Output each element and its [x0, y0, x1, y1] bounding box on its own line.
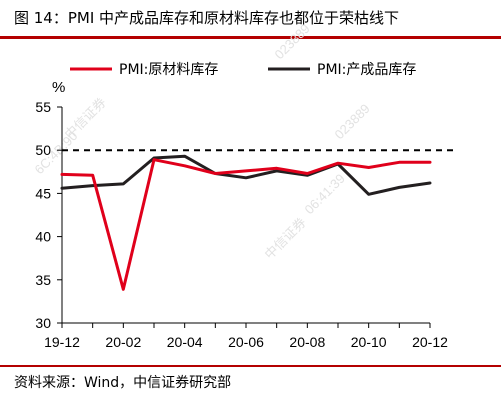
- legend-label: PMI:原材料库存: [119, 62, 218, 78]
- y-tick-label: 55: [35, 99, 51, 115]
- legend-label: PMI:产成品库存: [317, 62, 416, 78]
- y-tick-label: 50: [35, 142, 51, 158]
- title-divider: [0, 36, 501, 39]
- source-note: 资料来源：Wind，中信证券研究部: [14, 375, 232, 391]
- plot-area: [60, 154, 432, 291]
- series-line: [60, 158, 432, 291]
- y-tick-label: 35: [35, 272, 51, 288]
- x-tick-label: 20-02: [105, 334, 141, 350]
- watermark-text: 06:41:39: [302, 171, 348, 217]
- x-axis: 19-12 20-02 20-04 20-06 20-08 20-10 20-12: [44, 322, 448, 350]
- y-tick-label: 40: [35, 229, 51, 245]
- x-tick-label: 20-06: [228, 334, 264, 350]
- watermark-text: 023889: [272, 21, 313, 62]
- x-tick-label: 19-12: [44, 334, 80, 350]
- watermark-text: 023889: [332, 101, 373, 142]
- y-tick-label: 45: [35, 185, 51, 201]
- x-tick-label: 20-10: [351, 334, 387, 350]
- x-tick-label: 20-12: [412, 334, 448, 350]
- legend: PMI:原材料库存 PMI:产成品库存: [70, 62, 416, 78]
- series-line: [60, 154, 432, 196]
- y-axis-unit-label: %: [52, 79, 65, 96]
- x-tick-label: 20-08: [289, 334, 325, 350]
- y-axis: 30 35 40 45 50 55: [35, 99, 63, 331]
- watermark-text: 中信证券: [262, 215, 309, 262]
- x-tick-label: 20-04: [167, 334, 203, 350]
- page-title: 图 14：PMI 中产成品库存和原材料库存也都位于荣枯线下: [14, 9, 400, 27]
- footer-divider: [0, 365, 501, 367]
- y-tick-label: 30: [35, 315, 51, 331]
